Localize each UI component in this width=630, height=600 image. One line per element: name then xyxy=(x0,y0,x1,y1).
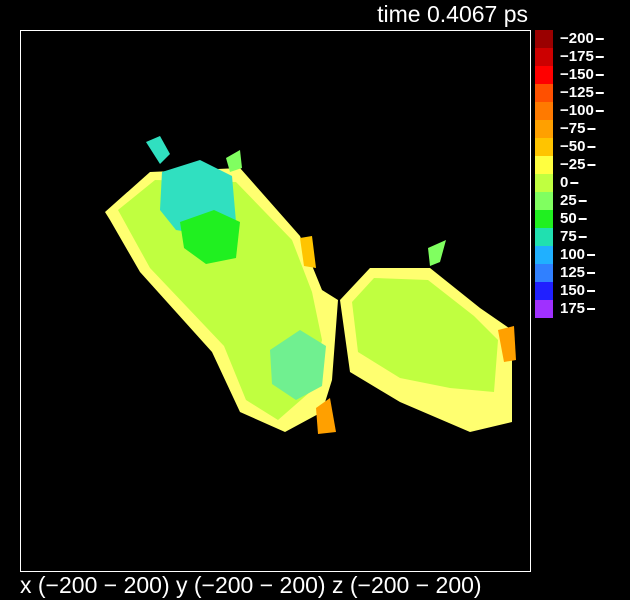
colorbar-label: 25 xyxy=(560,192,577,209)
colorbar-swatch xyxy=(535,246,553,264)
colorbar-label: 100 xyxy=(560,246,585,263)
colorbar-swatch xyxy=(535,282,553,300)
colorbar-label: 75 xyxy=(560,228,577,245)
colorbar-label: 150 xyxy=(560,282,585,299)
plot-frame xyxy=(20,30,531,572)
colorbar-swatch xyxy=(535,120,553,138)
colorbar-label: 50 xyxy=(560,210,577,227)
colorbar-label: −100 xyxy=(560,102,594,119)
green-region xyxy=(180,210,240,264)
colorbar-label: −25 xyxy=(560,156,585,173)
colorbar-swatch xyxy=(535,84,553,102)
colorbar-swatch xyxy=(535,48,553,66)
colorbar-swatch xyxy=(535,264,553,282)
ear-left xyxy=(146,136,170,164)
colorbar-label: −50 xyxy=(560,138,585,155)
title: time 0.4067 ps xyxy=(377,1,528,27)
orange-edge xyxy=(316,398,336,434)
colorbar-swatch xyxy=(535,174,553,192)
footer-ranges: x (−200 − 200) y (−200 − 200) z (−200 − … xyxy=(20,572,482,598)
colorbar: −200−175−150−125−100−75−50−2502550751001… xyxy=(535,30,604,318)
colorbar-swatch xyxy=(535,30,553,48)
colorbar-swatch xyxy=(535,102,553,120)
colorbar-label: −75 xyxy=(560,120,585,137)
colorbar-label: −150 xyxy=(560,66,594,83)
right-lobe-core xyxy=(352,278,498,392)
ear-right xyxy=(226,150,242,172)
colorbar-swatch xyxy=(535,300,553,318)
colorbar-swatch xyxy=(535,228,553,246)
orange-edge xyxy=(300,236,316,268)
teal-patch xyxy=(270,330,326,400)
colorbar-label: 175 xyxy=(560,300,585,317)
colorbar-label: −200 xyxy=(560,30,594,47)
colorbar-label: 125 xyxy=(560,264,585,281)
colorbar-label: −125 xyxy=(560,84,594,101)
particle-cloud xyxy=(105,136,516,434)
colorbar-swatch xyxy=(535,192,553,210)
colorbar-label: −175 xyxy=(560,48,594,65)
colorbar-swatch xyxy=(535,210,553,228)
orange-edge xyxy=(498,326,516,362)
colorbar-swatch xyxy=(535,156,553,174)
ear-far-right xyxy=(428,240,446,266)
colorbar-swatch xyxy=(535,66,553,84)
colorbar-label: 0 xyxy=(560,174,568,191)
colorbar-swatch xyxy=(535,138,553,156)
